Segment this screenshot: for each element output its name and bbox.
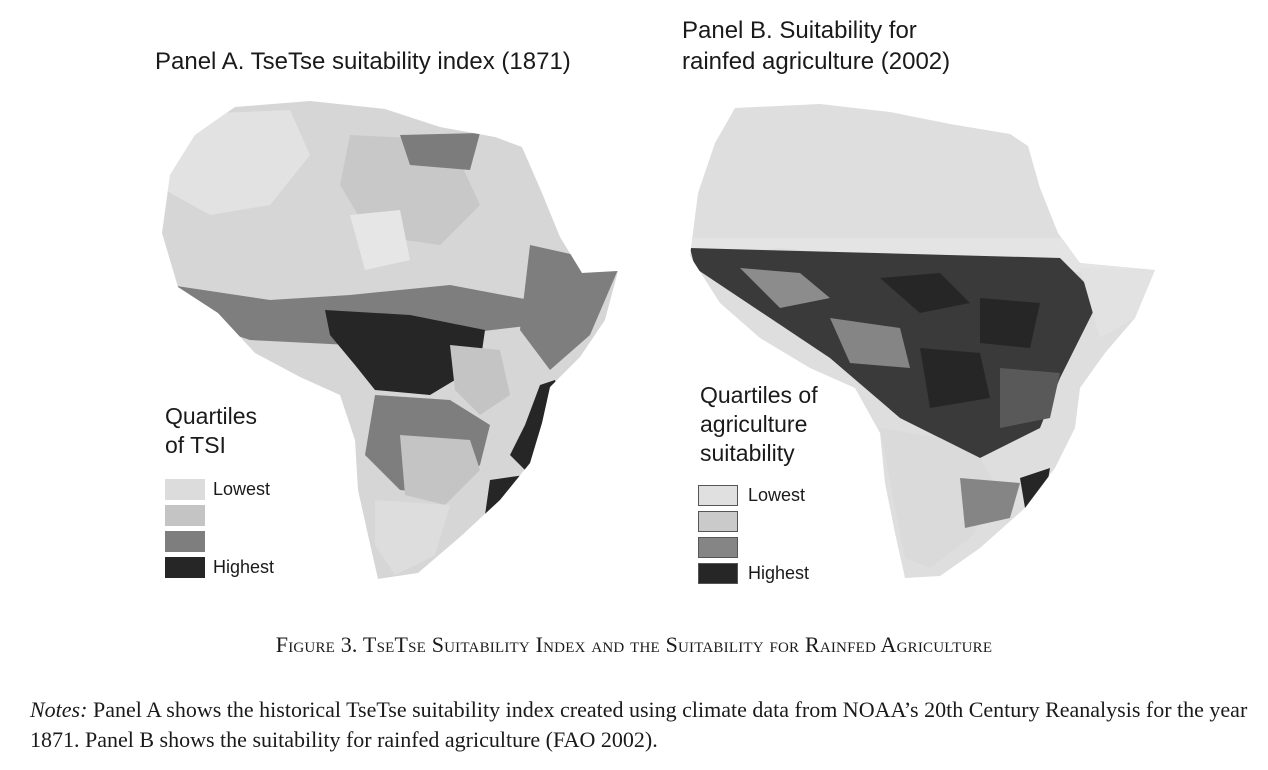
panel-a-title: Panel A. TseTse suitability index (1871) [155,48,571,75]
panel-b-legend-title: Quartiles of agriculture suitability [700,381,900,468]
legend-label: Lowest [213,479,271,499]
panel-b-legend-title-line2: agriculture [700,411,808,437]
legend-swatch [165,505,205,526]
legend-swatch [165,531,205,552]
notes-text: Panel A shows the historical TseTse suit… [30,697,1248,752]
panel-a-legend-title-line2: of TSI [165,432,226,458]
figure-caption: Figure 3. TseTse Suitability Index and t… [275,632,993,657]
legend-label: Lowest [748,485,806,505]
panel-a-legend-title: Quartiles of TSI [165,402,365,460]
panel-a-legend: Quartiles of TSI Lowest Highest [165,402,365,592]
panel-a-legend-title-line1: Quartiles [165,403,258,429]
panel-b-legend-title-line1: Quartiles of [700,382,818,408]
legend-swatch [165,479,205,500]
panel-b-legend-title-line3: suitability [700,440,795,466]
panel-b-legend: Quartiles of agriculture suitability Low… [698,381,900,591]
legend-label: Highest [213,557,275,577]
legend-swatch [165,557,205,578]
legend-label: Highest [748,563,810,583]
legend-swatch [698,485,738,506]
notes-label: Notes: [30,697,88,722]
panel-b-title-line1: Panel B. Suitability for [682,17,917,44]
legend-swatch [698,537,738,558]
panel-b-africa-map [690,104,1155,578]
panel-a-africa-map [162,101,618,579]
legend-swatch [698,511,738,532]
legend-swatch [698,563,738,584]
figure-notes: Notes: Panel A shows the historical TseT… [30,695,1260,755]
panel-b-title-line2: rainfed agriculture (2002) [682,48,951,75]
panel-b-title: Panel B. Suitability for rainfed agricul… [682,15,1022,77]
